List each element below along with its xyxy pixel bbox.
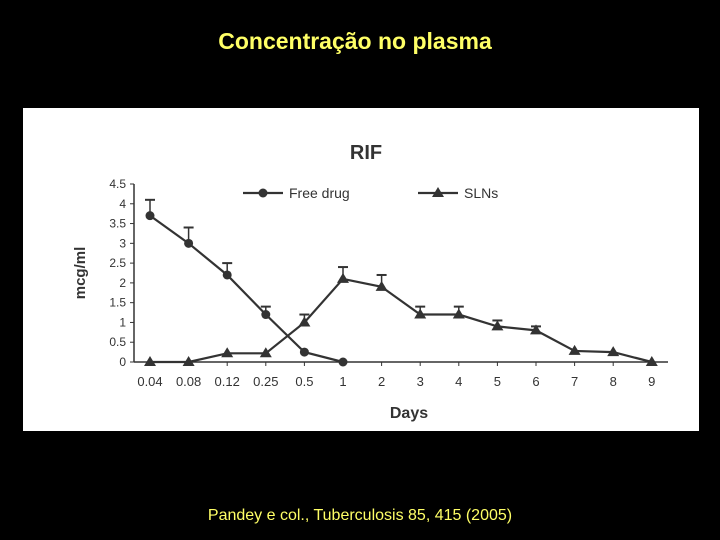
- y-tick-label: 1: [119, 315, 126, 329]
- data-point: [221, 347, 234, 358]
- data-point: [145, 211, 155, 221]
- x-tick-label: 8: [610, 374, 617, 389]
- x-tick-label: 0.25: [253, 374, 278, 389]
- legend-item: Free drug: [243, 185, 350, 201]
- data-point: [222, 270, 232, 280]
- y-tick-label: 3: [119, 236, 126, 250]
- y-tick-label: 2.5: [109, 256, 126, 270]
- legend: Free drug SLNs: [243, 185, 498, 201]
- y-tick-label: 4.5: [109, 177, 126, 191]
- data-point: [338, 357, 348, 367]
- y-tick-label: 4: [119, 197, 126, 211]
- x-tick-label: 3: [417, 374, 424, 389]
- rif-line-chart: RIF mcg/ml Days 0 0.5 1 1.5 2 2.5 3 3.5 4 4.5 0.0…: [72, 142, 668, 422]
- data-point: [337, 272, 349, 283]
- x-tick-label: 0.08: [176, 374, 201, 389]
- y-axis-label: mcg/ml: [72, 247, 89, 300]
- data-point: [645, 356, 658, 366]
- chart-title: RIF: [350, 142, 382, 164]
- data-point: [299, 347, 309, 357]
- x-tick-label: 0.12: [215, 374, 240, 389]
- legend-item: SLNs: [418, 185, 498, 201]
- y-tick-label: 0: [119, 355, 126, 369]
- data-point: [568, 344, 581, 355]
- series-slns: [144, 266, 658, 366]
- slide-title: Concentração no plasma: [218, 28, 492, 54]
- x-tick-label: 7: [571, 374, 578, 389]
- data-point: [414, 308, 427, 319]
- x-tick-label: 5: [494, 374, 501, 389]
- series-free-drug: [145, 198, 348, 367]
- y-tick-label: 1.5: [109, 296, 126, 310]
- x-tick-label: 0.5: [295, 374, 313, 389]
- data-point: [259, 347, 272, 358]
- data-point: [607, 346, 620, 357]
- legend-label: Free drug: [289, 185, 350, 201]
- y-tick-label: 0.5: [109, 335, 126, 349]
- data-point: [258, 188, 268, 198]
- axes: [133, 184, 668, 363]
- x-tick-label: 1: [339, 374, 346, 389]
- x-tick-label: 9: [648, 374, 655, 389]
- chart-panel: RIF mcg/ml Days 0 0.5 1 1.5 2 2.5 3 3.5 4 4.5 0.0…: [23, 108, 699, 431]
- data-point: [144, 356, 156, 366]
- data-point: [491, 320, 504, 331]
- y-tick-label: 3.5: [109, 217, 126, 231]
- series-layer: [144, 198, 658, 367]
- x-tick-label: 2: [378, 374, 385, 389]
- x-tick-label: 6: [532, 374, 539, 389]
- data-point: [261, 310, 271, 320]
- x-tick-label: 4: [455, 374, 462, 389]
- data-point: [182, 356, 195, 366]
- legend-label: SLNs: [464, 185, 498, 201]
- x-tick-label: 0.04: [137, 374, 162, 389]
- x-axis-label: Days: [390, 405, 428, 422]
- data-point: [452, 308, 465, 319]
- series-line: [150, 277, 653, 364]
- x-axis-ticks: 0.04 0.08 0.12 0.25 0.5 1 2 3 4 5 6 7 8 9: [137, 362, 655, 389]
- data-point: [298, 316, 311, 327]
- y-tick-label: 2: [119, 276, 126, 290]
- data-point: [530, 324, 542, 335]
- data-point: [432, 187, 444, 197]
- series-line: [149, 214, 344, 364]
- y-axis-ticks: 0 0.5 1 1.5 2 2.5 3 3.5 4 4.5: [109, 177, 134, 369]
- data-point: [184, 238, 194, 248]
- data-point: [375, 280, 388, 291]
- citation: Pandey e col., Tuberculosis 85, 415 (200…: [207, 507, 513, 524]
